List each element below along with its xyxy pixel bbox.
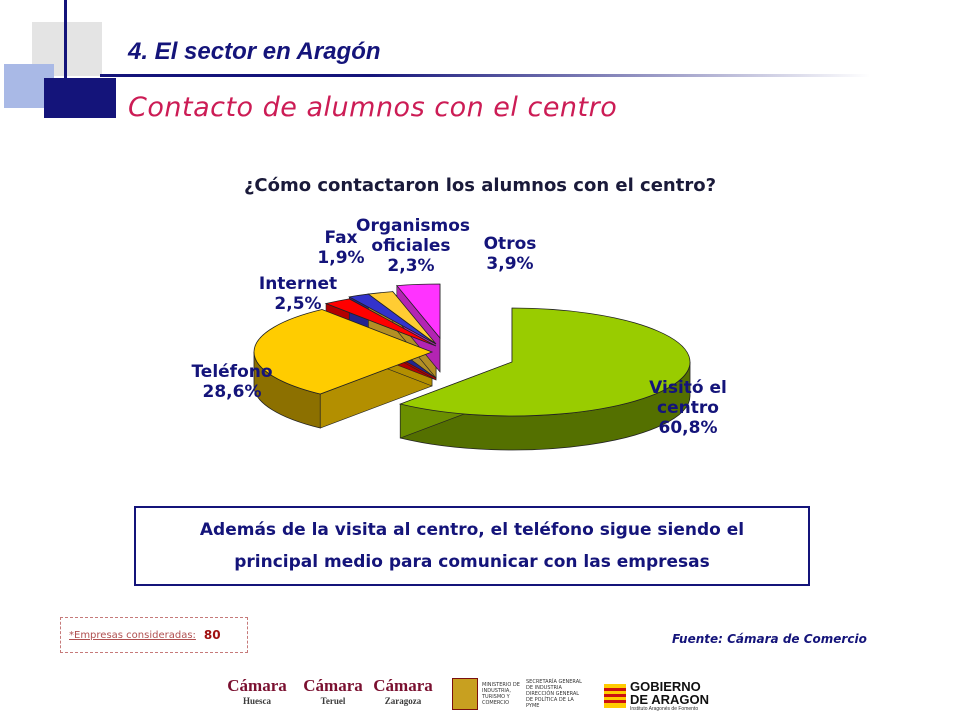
- camara-zaragoza-logo-name: Cámara: [373, 676, 433, 695]
- label-fax-name: Fax: [324, 228, 358, 248]
- label-visito: Visitó el centro 60,8%: [640, 378, 736, 438]
- label-visito-line2: centro: [657, 398, 719, 418]
- source-text: Fuente: Cámara de Comercio: [672, 632, 867, 646]
- label-visito-value: 60,8%: [658, 418, 718, 438]
- label-otros-name: Otros: [483, 234, 537, 254]
- camara-huesca-logo: Cámara Huesca: [222, 676, 292, 706]
- label-internet-name: Internet: [258, 274, 338, 294]
- callout-line-1: Además de la visita al centro, el teléfo…: [199, 520, 745, 540]
- camara-zaragoza-logo-city: Zaragoza: [384, 696, 422, 706]
- label-organismos: Organismos oficiales 2,3%: [356, 216, 471, 276]
- sample-note-value: 80: [203, 628, 221, 642]
- gobierno-aragon-text: GOBIERNO DE ARAGON Instituto Aragonés de…: [630, 680, 709, 712]
- label-organismos-line2: oficiales: [371, 236, 451, 256]
- ministerio-logo: MINISTERIO DE INDUSTRIA, TURISMO Y COMER…: [452, 676, 592, 712]
- label-fax-value: 1,9%: [317, 248, 365, 268]
- pie-slice-otros: [396, 283, 441, 340]
- header-horizontal-line: [100, 74, 870, 77]
- header-decoration-navy: [44, 78, 116, 118]
- label-organismos-value: 2,3%: [387, 256, 435, 276]
- slide-subtitle: Contacto de alumnos con el centro: [128, 92, 618, 123]
- camara-huesca-logo-name: Cámara: [227, 676, 287, 695]
- pie-slice-internet: [324, 298, 437, 347]
- sample-note: *Empresas consideradas: 80: [60, 617, 248, 653]
- label-otros-value: 3,9%: [486, 254, 534, 274]
- direccion-text: DIRECCIÓN GENERAL DE POLÍTICA DE LA PYME: [526, 691, 580, 709]
- ministerio-subtext: SECRETARÍA GENERAL DE INDUSTRIA DIRECCIÓ…: [526, 679, 586, 709]
- sample-note-label: *Empresas consideradas:: [69, 629, 196, 641]
- label-organismos-line1: Organismos: [356, 216, 471, 236]
- label-otros: Otros 3,9%: [470, 234, 550, 274]
- label-telefono-value: 28,6%: [202, 382, 262, 402]
- camara-huesca-logo-city: Huesca: [243, 696, 271, 706]
- callout-line-2: principal medio para comunicar con las e…: [234, 552, 710, 572]
- section-title: 4. El sector en Aragón: [128, 38, 381, 65]
- chart-title: ¿Cómo contactaron los alumnos con el cen…: [243, 175, 717, 196]
- label-internet-value: 2,5%: [274, 294, 322, 314]
- header-vertical-line: [64, 0, 67, 118]
- secretaria-text: SECRETARÍA GENERAL DE INDUSTRIA: [526, 679, 582, 691]
- camara-zaragoza-logo: Cámara Zaragoza: [368, 676, 438, 706]
- label-visito-line1: Visitó el: [649, 378, 727, 398]
- ministerio-text: MINISTERIO DE INDUSTRIA, TURISMO Y COMER…: [482, 682, 520, 706]
- gobierno-line2: DE ARAGON: [630, 692, 709, 707]
- camara-teruel-logo-city: Teruel: [320, 696, 346, 706]
- label-fax: Fax 1,9%: [306, 228, 376, 268]
- label-telefono: Teléfono 28,6%: [184, 362, 280, 402]
- camara-teruel-logo: Cámara Teruel: [298, 676, 368, 706]
- camara-teruel-logo-name: Cámara: [303, 676, 363, 695]
- spain-shield-icon: [452, 678, 478, 710]
- aragon-flag-icon: [604, 684, 626, 708]
- gobierno-aragon-logo: GOBIERNO DE ARAGON Instituto Aragonés de…: [604, 676, 724, 716]
- pie-slice-organismos-oficiales: [367, 291, 437, 345]
- instituto-text: Instituto Aragonés de Fomento: [630, 706, 699, 712]
- gobierno-line1: GOBIERNO: [630, 679, 701, 694]
- label-telefono-name: Teléfono: [191, 362, 273, 382]
- conclusion-callout: Además de la visita al centro, el teléfo…: [134, 506, 810, 586]
- label-internet: Internet 2,5%: [250, 274, 346, 314]
- pie-slice-tel-fono: [253, 309, 434, 395]
- pie-slice-visit-el-centro: [398, 307, 691, 417]
